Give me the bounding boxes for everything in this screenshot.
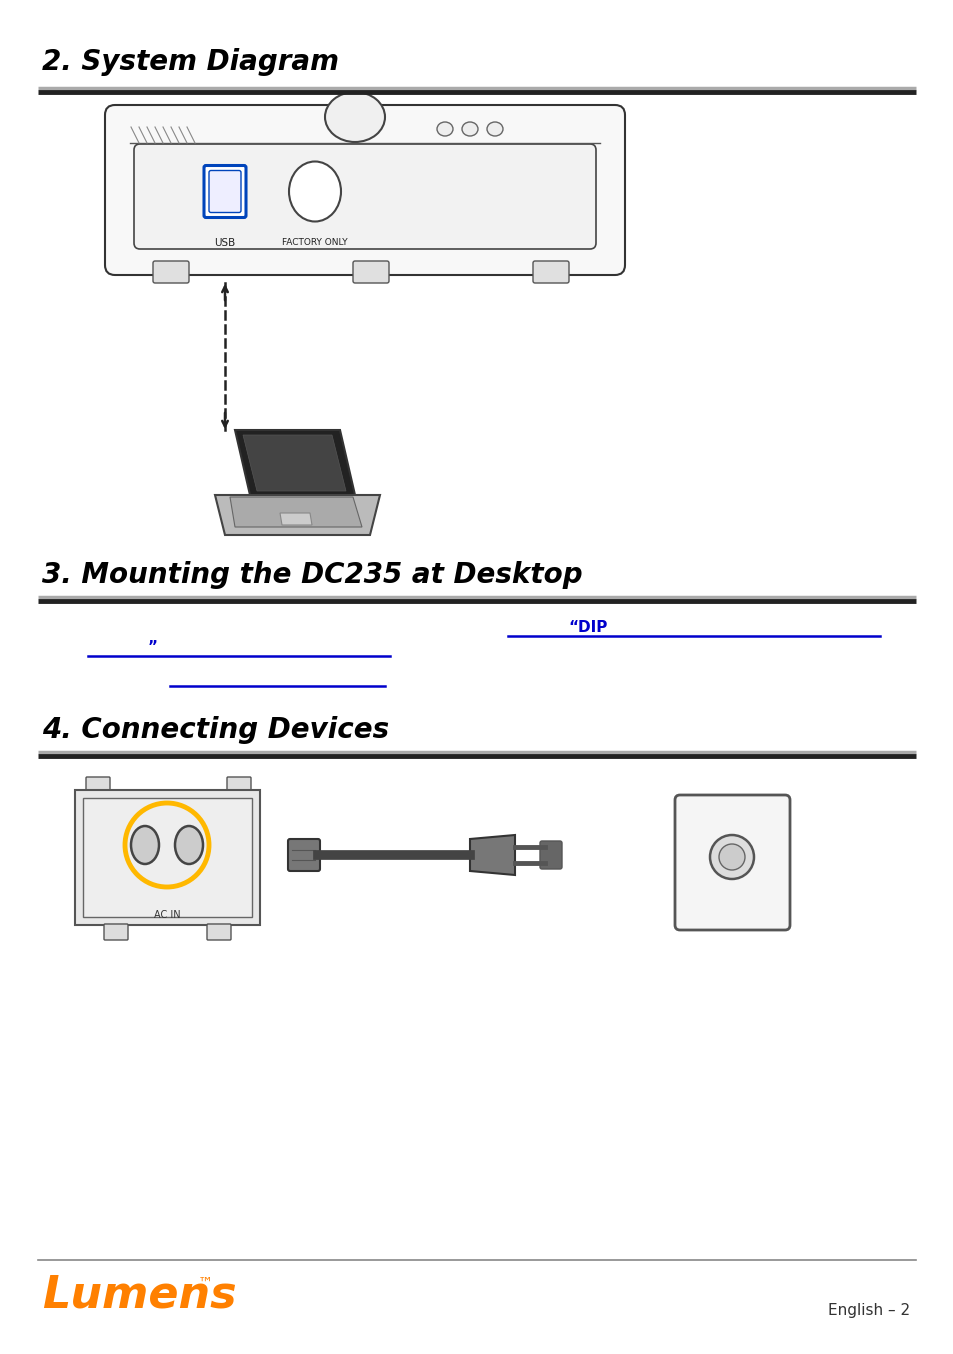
Ellipse shape (325, 92, 385, 142)
Ellipse shape (289, 161, 340, 222)
FancyBboxPatch shape (133, 144, 596, 249)
FancyBboxPatch shape (533, 261, 568, 283)
Circle shape (719, 844, 744, 871)
FancyBboxPatch shape (104, 923, 128, 940)
Text: AC IN: AC IN (153, 910, 180, 919)
Text: “DIP: “DIP (567, 620, 607, 635)
Ellipse shape (131, 826, 159, 864)
Text: USB: USB (214, 238, 235, 248)
Text: 4. Connecting Devices: 4. Connecting Devices (42, 716, 389, 743)
FancyBboxPatch shape (86, 777, 110, 795)
FancyBboxPatch shape (675, 795, 789, 930)
Text: ”: ” (148, 640, 158, 655)
FancyBboxPatch shape (75, 789, 260, 925)
Circle shape (709, 835, 753, 879)
FancyBboxPatch shape (539, 841, 561, 869)
Polygon shape (243, 435, 346, 492)
Ellipse shape (486, 122, 502, 135)
Text: ™: ™ (198, 1275, 213, 1290)
FancyBboxPatch shape (353, 261, 389, 283)
Polygon shape (280, 513, 312, 525)
FancyBboxPatch shape (227, 777, 251, 795)
Text: 2. System Diagram: 2. System Diagram (42, 47, 338, 76)
FancyBboxPatch shape (204, 165, 246, 218)
Ellipse shape (174, 826, 203, 864)
Polygon shape (214, 496, 379, 535)
FancyBboxPatch shape (207, 923, 231, 940)
Ellipse shape (461, 122, 477, 135)
Text: FACTORY ONLY: FACTORY ONLY (282, 238, 348, 246)
Text: Lumens: Lumens (42, 1274, 236, 1316)
Polygon shape (234, 431, 355, 496)
Polygon shape (230, 497, 361, 527)
Text: English – 2: English – 2 (827, 1303, 909, 1317)
FancyBboxPatch shape (209, 171, 241, 213)
Polygon shape (470, 835, 515, 875)
FancyBboxPatch shape (83, 798, 252, 917)
FancyBboxPatch shape (152, 261, 189, 283)
FancyBboxPatch shape (288, 839, 319, 871)
Text: 3. Mounting the DC235 at Desktop: 3. Mounting the DC235 at Desktop (42, 561, 582, 589)
FancyBboxPatch shape (105, 106, 624, 275)
Ellipse shape (436, 122, 453, 135)
